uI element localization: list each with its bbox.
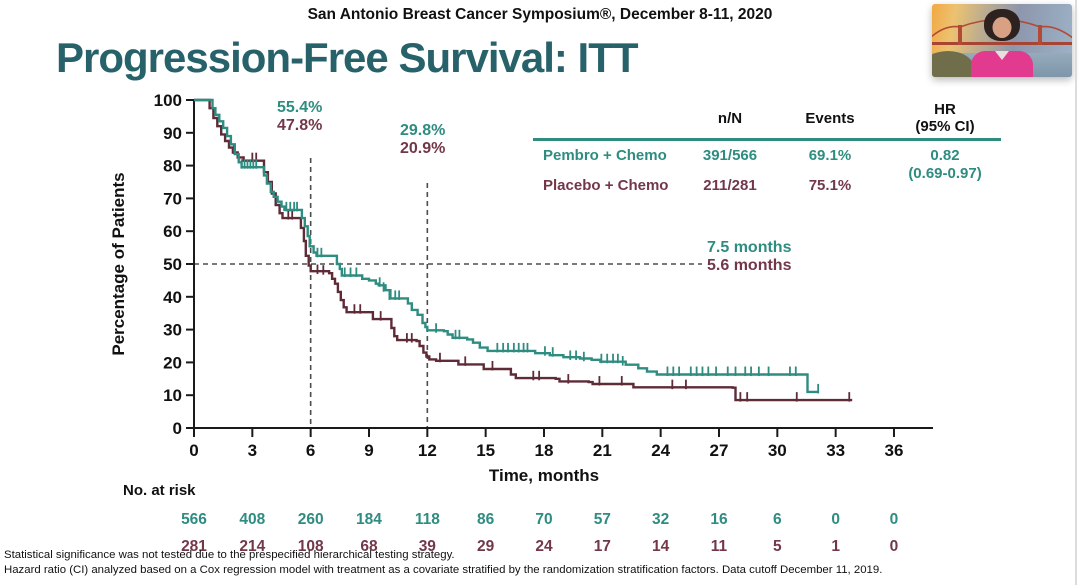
arm-label-pembro: Pembro + Chemo bbox=[543, 147, 667, 164]
nN-pembro: 391/566 bbox=[702, 147, 758, 164]
col-header-events: Events bbox=[805, 110, 855, 127]
presenter-collar bbox=[995, 51, 1009, 60]
y-tick-label: 80 bbox=[163, 157, 182, 176]
risk-count: 14 bbox=[652, 538, 670, 555]
risk-count: 260 bbox=[298, 511, 324, 528]
presenter-video[interactable] bbox=[932, 4, 1072, 77]
events-placebo: 75.1% bbox=[808, 177, 852, 194]
risk-count: 16 bbox=[710, 511, 728, 528]
y-axis-title: Percentage of Patients bbox=[109, 172, 128, 356]
hr-value: 0.82 bbox=[930, 147, 960, 164]
x-tick-label: 24 bbox=[651, 441, 670, 460]
nN-placebo: 211/281 bbox=[703, 177, 757, 194]
window-right-edge bbox=[1075, 0, 1077, 585]
risk-count: 281 bbox=[181, 538, 207, 555]
y-tick-label: 0 bbox=[173, 419, 182, 438]
hr-ci: (0.69-0.97) bbox=[908, 165, 982, 182]
km-curve-pembro bbox=[194, 98, 820, 394]
risk-count: 1 bbox=[831, 538, 840, 555]
y-tick-label: 40 bbox=[163, 288, 182, 307]
x-tick-label: 0 bbox=[189, 441, 198, 460]
no-at-risk-label: No. at risk bbox=[123, 482, 196, 499]
x-tick-label: 15 bbox=[476, 441, 495, 460]
median-pfs-pembro: 7.5 months bbox=[707, 239, 792, 256]
x-tick-label: 21 bbox=[593, 441, 612, 460]
bridge-deck bbox=[932, 42, 1072, 45]
risk-count: 0 bbox=[831, 511, 840, 528]
y-tick-label: 90 bbox=[163, 124, 182, 143]
risk-count: 118 bbox=[415, 511, 440, 528]
y-tick-label: 60 bbox=[163, 222, 182, 241]
risk-count: 70 bbox=[535, 511, 552, 528]
x-tick-label: 9 bbox=[364, 441, 373, 460]
pfs-rate-6mo-placebo: 47.8% bbox=[277, 117, 323, 134]
risk-count: 6 bbox=[773, 511, 782, 528]
median-pfs-placebo: 5.6 months bbox=[707, 257, 792, 274]
risk-count: 408 bbox=[239, 511, 265, 528]
x-tick-label: 6 bbox=[306, 441, 315, 460]
risk-count: 214 bbox=[239, 538, 265, 555]
presenter-face bbox=[992, 17, 1012, 38]
risk-count: 566 bbox=[181, 511, 207, 528]
col-header-nN: n/N bbox=[717, 110, 743, 127]
x-tick-label: 36 bbox=[885, 441, 904, 460]
x-tick-label: 3 bbox=[248, 441, 257, 460]
y-tick-label: 100 bbox=[154, 91, 182, 110]
presenter-torso bbox=[971, 51, 1033, 77]
risk-count: 68 bbox=[360, 538, 378, 555]
risk-count: 0 bbox=[890, 538, 899, 555]
risk-count: 32 bbox=[652, 511, 669, 528]
y-tick-label: 70 bbox=[163, 189, 182, 208]
bridge-tower-left bbox=[958, 25, 962, 45]
km-curve-placebo bbox=[194, 98, 853, 402]
x-tick-label: 18 bbox=[535, 441, 554, 460]
footnote-2: Hazard ratio (CI) analyzed based on a Co… bbox=[4, 563, 883, 576]
risk-count: 24 bbox=[535, 538, 553, 555]
risk-count: 5 bbox=[773, 538, 782, 555]
y-tick-label: 30 bbox=[163, 321, 182, 340]
risk-count: 11 bbox=[711, 538, 728, 555]
risk-count: 108 bbox=[298, 538, 324, 555]
x-tick-label: 30 bbox=[768, 441, 787, 460]
footnote-1: Statistical significance was not tested … bbox=[4, 549, 455, 561]
risk-count: 184 bbox=[356, 511, 382, 528]
table-rule bbox=[533, 138, 1001, 141]
risk-count: 0 bbox=[890, 511, 899, 528]
bridge-tower-right bbox=[1038, 25, 1042, 45]
risk-count: 29 bbox=[477, 538, 495, 555]
x-tick-label: 27 bbox=[710, 441, 729, 460]
arm-label-placebo: Placebo + Chemo bbox=[543, 177, 669, 194]
y-tick-label: 20 bbox=[163, 353, 182, 372]
risk-count: 17 bbox=[594, 538, 611, 555]
events-pembro: 69.1% bbox=[808, 147, 852, 164]
x-tick-label: 33 bbox=[826, 441, 845, 460]
pfs-rate-12mo-placebo: 20.9% bbox=[400, 140, 446, 157]
col-header-hr-ci: (95% CI) bbox=[915, 118, 975, 135]
risk-count: 57 bbox=[594, 511, 611, 528]
x-axis-title: Time, months bbox=[488, 466, 600, 485]
pfs-rate-6mo-pembro: 55.4% bbox=[277, 99, 323, 116]
col-header-hr: HR bbox=[934, 101, 956, 118]
y-tick-label: 10 bbox=[163, 386, 182, 405]
x-tick-label: 12 bbox=[418, 441, 437, 460]
conference-header: San Antonio Breast Cancer Symposium®, De… bbox=[307, 6, 773, 23]
page-title: Progression-Free Survival: ITT bbox=[56, 34, 639, 81]
risk-count: 39 bbox=[419, 538, 437, 555]
risk-count: 86 bbox=[477, 511, 495, 528]
y-tick-label: 50 bbox=[163, 255, 182, 274]
pfs-rate-12mo-pembro: 29.8% bbox=[400, 122, 446, 139]
